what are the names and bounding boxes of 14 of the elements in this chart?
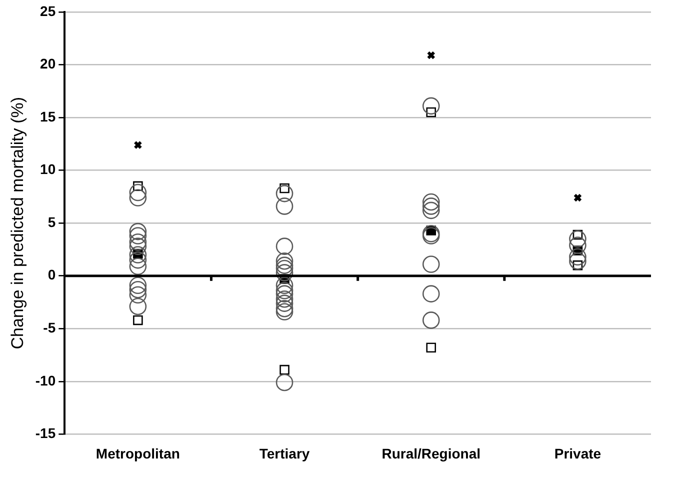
y-tick-label: 15 bbox=[40, 108, 56, 124]
y-tick-label: -5 bbox=[43, 320, 56, 336]
x-tick-label: Tertiary bbox=[259, 445, 310, 462]
y-tick-label: 0 bbox=[48, 266, 56, 283]
y-axis-title: Change in predicted mortality (%) bbox=[8, 96, 27, 350]
y-tick-label: 25 bbox=[40, 2, 56, 19]
y-tick-label: 10 bbox=[40, 161, 56, 178]
y-tick-label: 5 bbox=[48, 214, 56, 230]
x-tick-label: Metropolitan bbox=[96, 445, 180, 462]
x-tick-label: Private bbox=[554, 445, 602, 462]
x-tick-label: Rural/Regional bbox=[382, 445, 481, 462]
y-tick-label: -10 bbox=[35, 372, 56, 388]
y-tick-label: -15 bbox=[35, 425, 56, 442]
y-tick-label: 20 bbox=[40, 56, 56, 72]
